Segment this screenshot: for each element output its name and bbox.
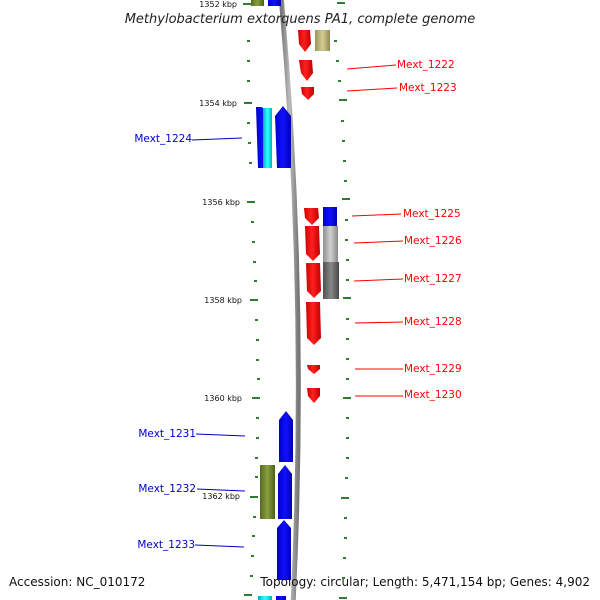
gene-arrow-mext-1231[interactable] <box>279 411 293 462</box>
gene-label[interactable]: Mext_1222 <box>397 59 455 71</box>
gene-arrow-mext-1221[interactable] <box>298 30 311 52</box>
gene-label[interactable]: Mext_1230 <box>404 389 462 401</box>
gene-arrow-mext-1223[interactable] <box>301 87 314 100</box>
outer-dotted-ring <box>334 40 349 579</box>
genome-summary-text: Topology: circular; Length: 5,471,154 bp… <box>259 575 590 589</box>
gene-arrow-mext-1232[interactable] <box>278 465 292 519</box>
tick-label: 1354 kbp <box>199 99 237 108</box>
gene-label[interactable]: Mext_1231 <box>138 428 196 440</box>
gene-arrow-mext-1226[interactable] <box>305 226 320 261</box>
gene-arrow-mext-1229[interactable] <box>307 365 320 374</box>
tick-label: 1358 kbp <box>204 296 242 305</box>
map-title: Methylobacterium extorquens PA1, complet… <box>125 12 476 27</box>
tick-label: 1356 kbp <box>202 198 240 207</box>
dark-grey-feature[interactable] <box>323 262 339 299</box>
partial-reverse-feature[interactable] <box>276 596 286 600</box>
major-ticks <box>243 2 351 599</box>
gene-label[interactable]: Mext_1227 <box>404 273 462 285</box>
partial-olive-feature[interactable] <box>251 0 264 6</box>
gene-label[interactable]: Mext_1226 <box>404 235 462 247</box>
gene-label[interactable]: Mext_1224 <box>134 133 192 145</box>
gene-label[interactable]: Mext_1229 <box>404 363 462 375</box>
gene-arrow-mext-1227[interactable] <box>306 263 321 298</box>
tick-label: 1360 kbp <box>204 394 242 403</box>
accession-text: Accession: NC_010172 <box>9 575 145 589</box>
gene-label[interactable]: Mext_1232 <box>138 483 196 495</box>
partial-reverse-feature[interactable] <box>268 0 281 6</box>
gene-arrow-mext-1222[interactable] <box>299 60 313 81</box>
gene-label[interactable]: Mext_1228 <box>404 316 462 328</box>
gene-arrow-mext-1233[interactable] <box>277 520 291 580</box>
khaki-feature[interactable] <box>315 30 330 51</box>
gene-arrow-mext-1225[interactable] <box>304 208 319 225</box>
genome-backbone <box>278 0 301 600</box>
gene-label[interactable]: Mext_1223 <box>399 82 457 94</box>
gene-label[interactable]: Mext_1233 <box>137 539 195 551</box>
leader-lines <box>191 64 404 548</box>
inner-dotted-ring <box>247 40 260 577</box>
gene-arrow-mext-1228[interactable] <box>306 302 321 345</box>
gene-arrow-mext-1230[interactable] <box>307 388 320 403</box>
tick-label: 1362 kbp <box>202 492 240 501</box>
reverse-feature[interactable] <box>323 207 337 226</box>
grey-feature[interactable] <box>323 226 338 262</box>
cyan-feature[interactable] <box>263 108 272 168</box>
gene-label[interactable]: Mext_1225 <box>403 208 461 220</box>
partial-cyan-feature[interactable] <box>258 596 272 600</box>
olive-feature[interactable] <box>260 465 275 519</box>
gene-arrow-mext-1224b[interactable] <box>275 106 291 168</box>
tick-label: 1352 kbp <box>199 0 237 9</box>
